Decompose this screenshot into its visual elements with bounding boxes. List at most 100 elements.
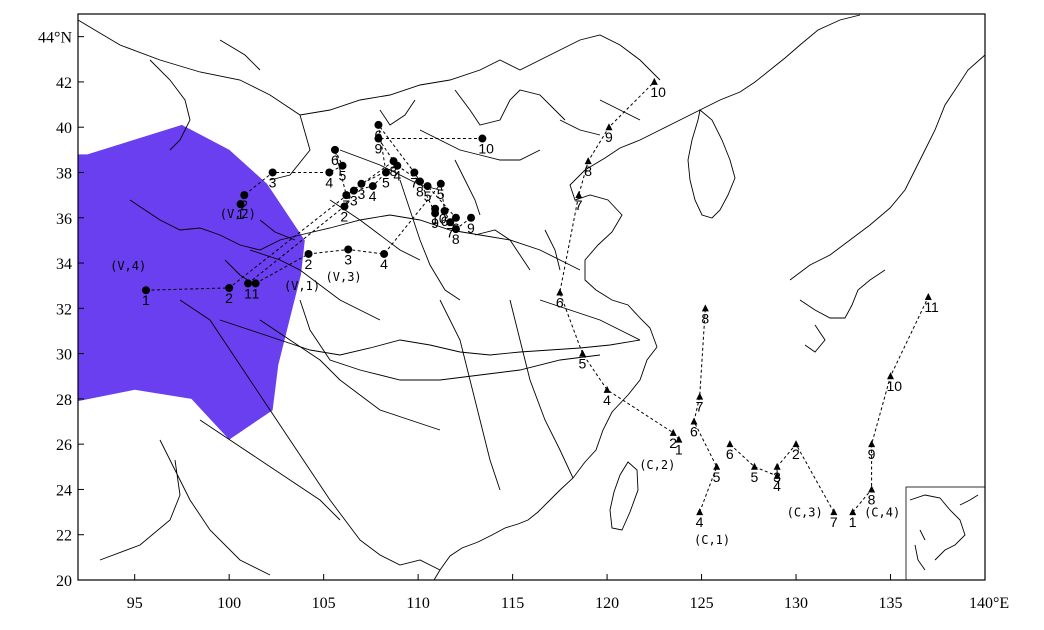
track-tag-V4: (V,4) [110, 259, 146, 273]
track-point-label: 7 [410, 174, 418, 190]
track-point-label: 6 [441, 213, 449, 229]
track-point-marker [451, 225, 460, 234]
track-point-label: 4 [603, 392, 611, 408]
track-point-label: 2 [225, 290, 233, 306]
track-point-label: 1 [237, 206, 245, 222]
track-point-label: 4 [325, 174, 333, 190]
track-point-label: 6 [726, 446, 734, 462]
x-tick-label: 115 [501, 595, 524, 612]
track-point-marker [690, 417, 698, 425]
x-tick-label: 120 [595, 595, 619, 612]
track-point-label: 5 [382, 174, 390, 190]
track-point-label: 1 [252, 285, 260, 301]
track-tag-C2: (C,2) [639, 458, 675, 472]
track-point-marker [792, 440, 800, 448]
track-point-marker [675, 435, 683, 443]
y-tick-label: 38 [56, 165, 72, 182]
track-point-label: 8 [452, 231, 460, 247]
y-tick-label: 30 [56, 347, 72, 364]
y-tick-label: 44°N [38, 30, 72, 47]
track-point-marker [868, 485, 876, 493]
track-point-label: 2 [792, 446, 800, 462]
track-point-label: 10 [478, 141, 494, 157]
track-point-label: 6 [331, 152, 339, 168]
track-point-label: 7 [575, 197, 583, 213]
inset-map-frame [905, 486, 986, 581]
x-tick-label: 140°E [969, 595, 1009, 612]
y-tick-label: 24 [56, 482, 72, 499]
track-point-marker [669, 428, 677, 436]
track-point-label: 1 [142, 292, 150, 308]
track-point-label: 2 [240, 197, 248, 213]
y-tick-label: 40 [56, 120, 72, 137]
y-tick-label: 26 [56, 437, 72, 454]
track-point-marker [142, 286, 151, 295]
coastline-and-borders [77, 14, 986, 581]
track-point-label: 6 [374, 127, 382, 143]
track-point-label: 1 [849, 514, 857, 530]
coast-north [569, 14, 861, 348]
inset-map-coast [909, 494, 979, 571]
track-point-marker [436, 179, 445, 188]
track-point-label: 9 [467, 220, 475, 236]
track-point-marker [696, 508, 704, 516]
track-point-marker [251, 279, 260, 288]
track-point-label: 5 [339, 168, 347, 184]
track-point-marker [236, 200, 245, 209]
track-point-marker [868, 440, 876, 448]
y-tick-label: 22 [56, 528, 72, 545]
track-point-label: 8 [390, 163, 398, 179]
track-point-label: 2 [340, 208, 348, 224]
track-point-label: 6 [690, 424, 698, 440]
track-point-marker [556, 288, 564, 296]
y-tick-label: 32 [56, 301, 72, 318]
track-point-label: 2 [305, 256, 313, 272]
track-tag-C3: (C,3) [787, 506, 823, 520]
track-point-label: 6 [556, 294, 564, 310]
x-tick-label: 105 [312, 595, 336, 612]
track-point-label: 8 [584, 163, 592, 179]
track-point-label: 6 [452, 220, 460, 236]
x-tick-label: 125 [690, 595, 714, 612]
china-coastline [433, 346, 658, 581]
track-line-V4 [145, 165, 457, 291]
x-tick-label: 95 [127, 595, 143, 612]
y-tick-label: 28 [56, 392, 72, 409]
x-tick-label: 130 [784, 595, 808, 612]
korea-coast [687, 109, 736, 219]
track-C4: 18 9 10 11 (C,4) [849, 293, 939, 530]
track-point-label: 5 [713, 469, 721, 485]
track-line-C4 [852, 296, 929, 513]
track-tag-V3: (V,3) [326, 270, 362, 284]
track-line-C3 [729, 443, 835, 513]
track-line-V2 [240, 138, 483, 205]
track-point-marker [713, 462, 721, 470]
track-line-C2 [559, 81, 680, 440]
track-point-marker [374, 120, 383, 129]
track-point-label: 4 [773, 478, 781, 494]
track-point-label: 7 [446, 224, 454, 240]
y-tick-label: 42 [56, 75, 72, 92]
track-point-marker [410, 168, 419, 177]
track-point-label: 1 [675, 442, 683, 458]
track-point-marker [240, 191, 249, 200]
track-point-marker [338, 161, 347, 170]
track-point-marker [244, 279, 253, 288]
track-point-label: 7 [830, 514, 838, 530]
track-point-label: 8 [416, 184, 424, 200]
track-point-marker [268, 168, 277, 177]
track-point-label: 9 [431, 215, 439, 231]
track-point-marker [924, 293, 932, 300]
track-point-marker [887, 372, 895, 380]
track-point-label: 10 [650, 84, 666, 100]
track-point-marker [330, 145, 339, 154]
track-C3: 723456(C,3) [726, 440, 838, 530]
track-line-V3 [247, 124, 436, 284]
track-point-marker [304, 249, 313, 258]
track-point-marker [368, 182, 377, 191]
province-borders [77, 19, 661, 576]
track-point-marker [701, 304, 709, 312]
